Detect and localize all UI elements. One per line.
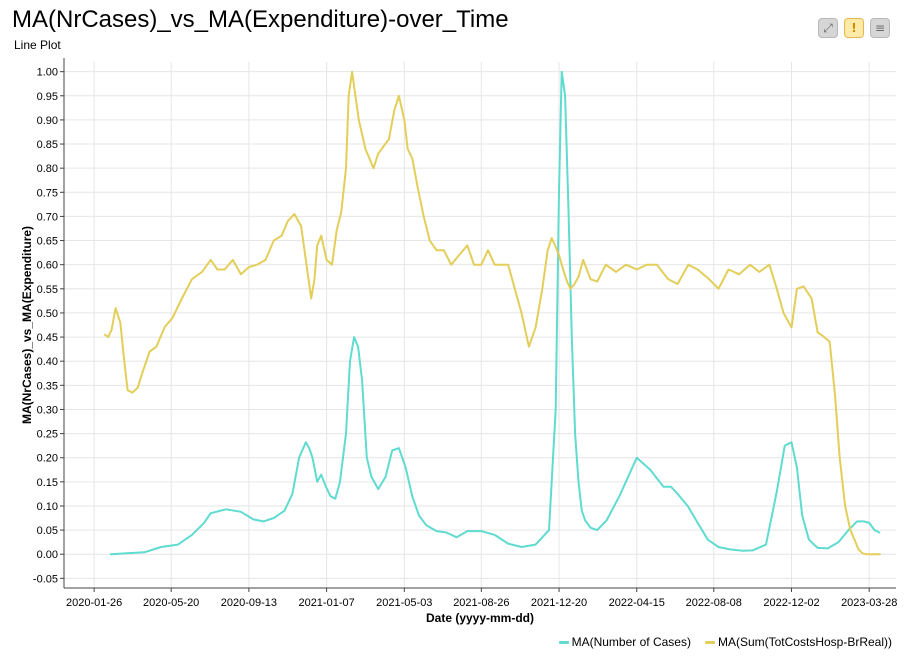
legend: MA(Number of Cases) MA(Sum(TotCostsHosp-…	[558, 635, 892, 649]
legend-item-cases[interactable]: MA(Number of Cases)	[558, 635, 691, 649]
legend-swatch-cases	[558, 640, 569, 644]
chart-toolbar: ⤢ ! ≡	[818, 18, 890, 38]
y-tick-label: 0.70	[37, 211, 58, 223]
fullscreen-button[interactable]: ⤢	[818, 18, 838, 38]
x-tick-label: 2022-12-02	[763, 597, 819, 609]
x-tick-label: 2020-09-13	[221, 597, 277, 609]
x-tick-label: 2023-03-28	[841, 597, 897, 609]
y-tick-label: 0.60	[37, 260, 58, 272]
y-tick-label: 0.45	[37, 332, 58, 344]
legend-swatch-expenditure	[704, 640, 715, 644]
y-tick-label: 0.15	[37, 477, 58, 489]
x-tick-label: 2021-01-07	[298, 597, 354, 609]
grid-lines	[64, 62, 896, 588]
y-axis-title: MA(NrCases)_vs_MA(Expenditure)	[20, 226, 34, 424]
warning-icon: !	[851, 21, 857, 35]
x-tick-label: 2021-12-20	[531, 597, 587, 609]
y-tick-label: 1.00	[37, 67, 58, 79]
y-tick-label: 0.40	[37, 356, 58, 368]
series-line-cases	[109, 70, 881, 556]
y-tick-label: 0.20	[37, 453, 58, 465]
y-tick-label: 0.10	[37, 501, 58, 513]
y-tick-label: 0.85	[37, 139, 58, 151]
y-tick-label: 0.30	[37, 404, 58, 416]
y-tick-label: 0.00	[37, 549, 58, 561]
legend-label-cases: MA(Number of Cases)	[571, 635, 691, 649]
x-tick-label: 2021-08-26	[453, 597, 509, 609]
y-tick-label: 0.80	[37, 163, 58, 175]
y-tick-label: 0.90	[37, 115, 58, 127]
y-tick-label: 0.50	[37, 308, 58, 320]
y-tick-label: 0.75	[37, 187, 58, 199]
x-tick-label: 2022-08-08	[686, 597, 742, 609]
menu-button[interactable]: ≡	[870, 18, 890, 38]
x-axis-title: Date (yyyy-mm-dd)	[426, 611, 534, 625]
x-tick-label: 2020-05-20	[143, 597, 199, 609]
y-tick-label: -0.05	[33, 573, 58, 585]
warning-button[interactable]: !	[844, 18, 864, 38]
series-lines	[103, 70, 881, 556]
y-tick-label: 0.25	[37, 429, 58, 441]
x-tick-label: 2021-05-03	[376, 597, 432, 609]
legend-label-expenditure: MA(Sum(TotCostsHosp-BrReal))	[717, 635, 892, 649]
y-tick-label: 0.65	[37, 236, 58, 248]
y-tick-label: 0.35	[37, 380, 58, 392]
menu-icon: ≡	[874, 21, 886, 35]
y-tick-label: 0.95	[37, 91, 58, 103]
x-tick-label: 2020-01-26	[66, 597, 122, 609]
chart-subtitle: Line Plot	[14, 38, 61, 52]
y-tick-label: 0.55	[37, 284, 58, 296]
chart-title: MA(NrCases)_vs_MA(Expenditure)-over_Time	[12, 6, 509, 33]
series-line-expenditure	[103, 70, 881, 556]
legend-item-expenditure[interactable]: MA(Sum(TotCostsHosp-BrReal))	[704, 635, 892, 649]
axes: -0.05 0.00 0.05 0.10 0.15 0.20 0.25 0.30 0.35 0.4…	[33, 58, 897, 609]
fullscreen-icon: ⤢	[823, 20, 833, 35]
x-tick-label: 2022-04-15	[609, 597, 665, 609]
y-tick-label: 0.05	[37, 525, 58, 537]
